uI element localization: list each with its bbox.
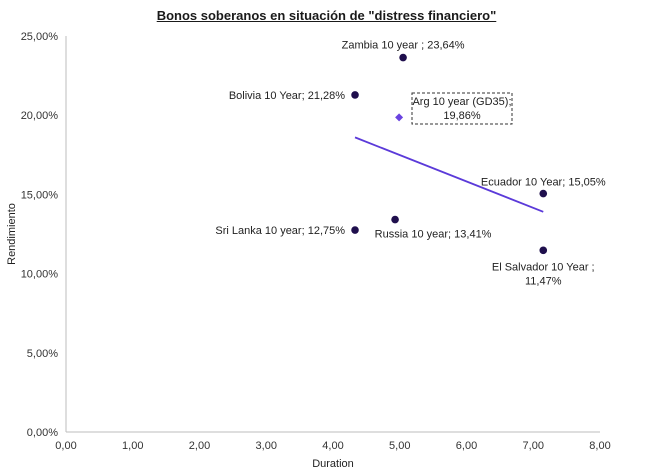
data-label: Bolivia 10 Year; 21,28% bbox=[229, 90, 345, 102]
y-tick-label: 0,00% bbox=[27, 427, 58, 439]
data-point bbox=[351, 91, 359, 99]
data-point bbox=[399, 53, 407, 62]
x-tick-label: 6,00 bbox=[456, 440, 477, 452]
highlight-callout-box bbox=[411, 92, 513, 125]
chart-title: Bonos soberanos en situación de "distres… bbox=[156, 8, 497, 23]
x-tick-label: 1,00 bbox=[122, 440, 143, 452]
data-point bbox=[539, 189, 548, 198]
y-tick-label: 5,00% bbox=[27, 348, 58, 360]
data-label: Zambia 10 year ; 23,64% bbox=[342, 40, 465, 52]
y-tick-label: 20,00% bbox=[21, 110, 59, 122]
y-tick-label: 15,00% bbox=[21, 189, 59, 201]
y-tick-label: 10,00% bbox=[21, 269, 59, 281]
y-tick-label: 25,00% bbox=[21, 31, 59, 43]
x-tick-label: 2,00 bbox=[189, 440, 210, 452]
data-point bbox=[539, 246, 548, 255]
x-tick-label: 5,00 bbox=[389, 440, 410, 452]
data-point bbox=[351, 226, 359, 234]
x-tick-label: 4,00 bbox=[322, 440, 343, 452]
data-point bbox=[391, 215, 399, 224]
x-axis-label: Duration bbox=[312, 458, 354, 470]
data-label: 11,47% bbox=[525, 275, 562, 287]
data-label: El Salvador 10 Year ; bbox=[492, 261, 595, 273]
highlight-label: Arg 10 year (GD35); bbox=[412, 96, 511, 108]
x-tick-label: 0,00 bbox=[55, 440, 76, 452]
data-label: Ecuador 10 Year; 15,05% bbox=[481, 177, 606, 189]
highlight-point bbox=[395, 113, 404, 122]
x-tick-label: 3,00 bbox=[256, 440, 277, 452]
data-label: Sri Lanka 10 year; 12,75% bbox=[215, 225, 345, 237]
data-label: Russia 10 year; 13,41% bbox=[375, 229, 492, 241]
x-tick-label: 7,00 bbox=[523, 440, 544, 452]
highlight-label: 19,86% bbox=[443, 110, 481, 122]
x-tick-label: 8,00 bbox=[589, 440, 610, 452]
y-axis-label: Rendimiento bbox=[6, 203, 18, 265]
trendline bbox=[354, 136, 544, 213]
